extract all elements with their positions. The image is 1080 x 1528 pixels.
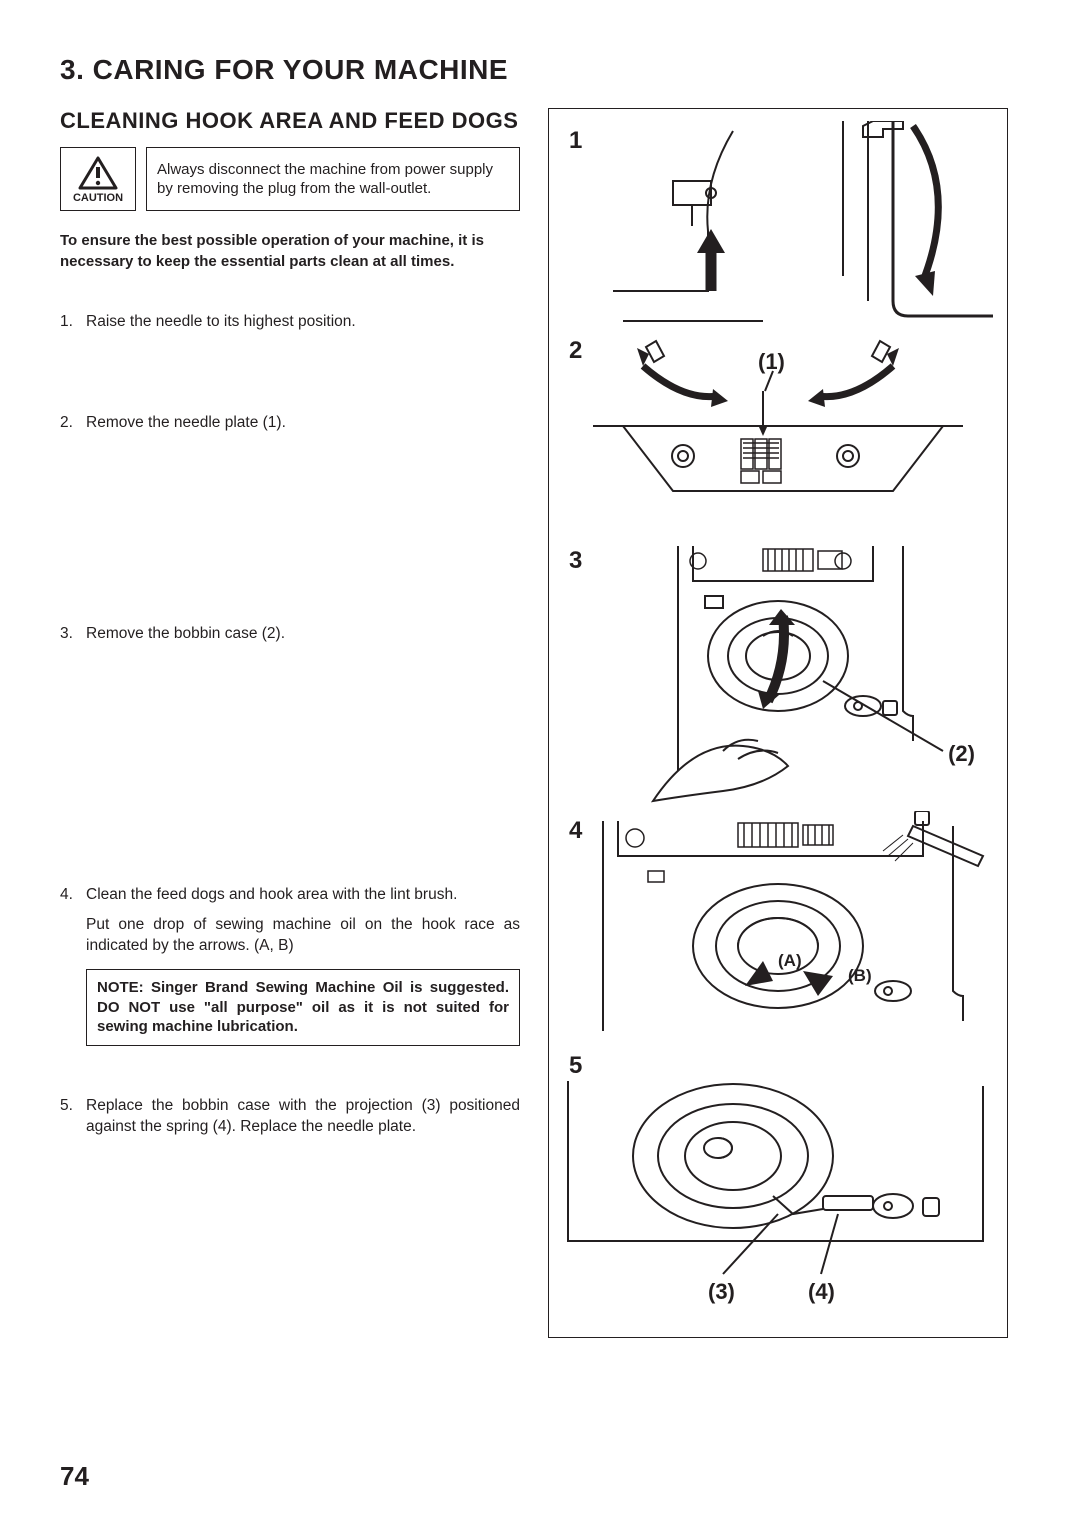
step-text: Raise the needle to its highest position… (86, 312, 520, 333)
step-subtext: Put one drop of sewing machine oil on th… (86, 915, 520, 957)
step-text: Clean the feed dogs and hook area with t… (86, 885, 520, 906)
step-2: 2. Remove the needle plate (1). (60, 413, 520, 434)
diagram-panel-5: 5 (3) (4) (563, 1046, 993, 1311)
diagram-1-svg (563, 121, 993, 331)
step-number: 5. (60, 1096, 86, 1138)
section-subtitle: CLEANING HOOK AREA AND FEED DOGS (60, 108, 520, 133)
callout-4: (4) (808, 1279, 835, 1305)
content-columns: CLEANING HOOK AREA AND FEED DOGS CAUTION… (60, 108, 1020, 1338)
ensure-text: To ensure the best possible operation of… (60, 231, 520, 272)
diagram-3-svg (563, 541, 993, 811)
step-4: 4. Clean the feed dogs and hook area wit… (60, 885, 520, 1046)
diagram-frame: 1 (548, 108, 1008, 1338)
step-text: Remove the needle plate (1). (86, 413, 520, 434)
panel-number: 2 (569, 337, 582, 365)
right-column: 1 (548, 108, 1018, 1338)
step-1: 1. Raise the needle to its highest posit… (60, 312, 520, 333)
caution-text-box: Always disconnect the machine from power… (146, 147, 520, 211)
note-box: NOTE: Singer Brand Sewing Machine Oil is… (86, 969, 520, 1046)
panel-number: 1 (569, 127, 582, 155)
step-text: Replace the bobbin case with the project… (86, 1096, 520, 1138)
step-number: 2. (60, 413, 86, 434)
step-number: 1. (60, 312, 86, 333)
caution-text: Always disconnect the machine from power… (157, 160, 509, 199)
diagram-panel-1: 1 (563, 121, 993, 331)
panel-number: 5 (569, 1052, 582, 1080)
caution-label: CAUTION (73, 192, 123, 204)
callout-3: (3) (708, 1279, 735, 1305)
callout-2: (2) (948, 741, 975, 767)
step-5: 5. Replace the bobbin case with the proj… (60, 1096, 520, 1138)
step-number: 4. (60, 885, 86, 958)
panel-number: 4 (569, 817, 582, 845)
warning-triangle-icon (78, 156, 118, 190)
step-3: 3. Remove the bobbin case (2). (60, 624, 520, 645)
page-number: 74 (60, 1461, 89, 1492)
caution-icon-box: CAUTION (60, 147, 136, 211)
diagram-5-svg (563, 1046, 993, 1281)
callout-B: (B) (848, 966, 872, 986)
diagram-4-svg (563, 811, 993, 1046)
caution-row: CAUTION Always disconnect the machine fr… (60, 147, 520, 211)
diagram-panel-4: 4 (A) (B) (563, 811, 993, 1046)
panel-number: 3 (569, 547, 582, 575)
left-column: CLEANING HOOK AREA AND FEED DOGS CAUTION… (60, 108, 520, 1338)
step-number: 3. (60, 624, 86, 645)
page-title: 3. CARING FOR YOUR MACHINE (60, 54, 1020, 86)
diagram-panel-2: 2 (1) (563, 331, 993, 541)
diagram-panel-3: 3 (2) (563, 541, 993, 811)
callout-1: (1) (758, 349, 785, 375)
callout-A: (A) (778, 951, 802, 971)
step-text: Remove the bobbin case (2). (86, 624, 520, 645)
